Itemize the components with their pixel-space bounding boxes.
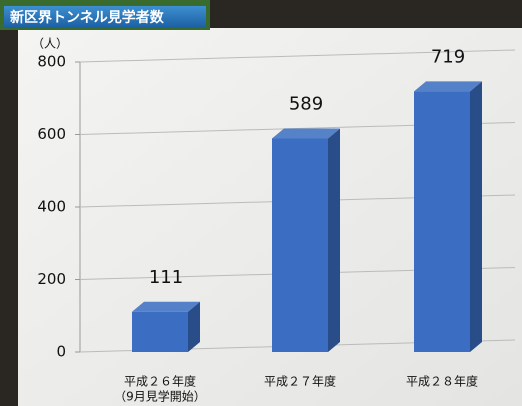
annotation: （9月見学開始） — [114, 389, 206, 404]
chart: 新区界トンネル見学者数 （人） 0 200 400 600 800 平成２６年度 111 平成… — [0, 0, 522, 406]
data-label: 111 — [149, 267, 183, 288]
y-axis-label: （人） — [32, 37, 68, 51]
bar-top — [272, 128, 340, 138]
x-tick-label: 平成２８年度 — [406, 374, 478, 389]
y-tick-label: 200 — [37, 270, 66, 288]
page: {"chart_data": {"type": "bar3d", "title"… — [0, 0, 522, 406]
chart-title: 新区界トンネル見学者数 — [10, 9, 165, 26]
y-tick-label: 600 — [37, 125, 66, 143]
data-label: 719 — [431, 46, 465, 67]
bar-side — [328, 128, 340, 352]
y-tick-label: 800 — [37, 53, 66, 71]
data-label: 589 — [289, 93, 323, 114]
bar-top — [414, 81, 482, 91]
x-tick-label: 平成２７年度 — [264, 374, 336, 389]
y-tick-label: 0 — [56, 343, 66, 361]
bar — [414, 91, 470, 352]
bar — [272, 138, 328, 352]
bar-side — [470, 81, 482, 352]
bar — [132, 312, 188, 352]
y-tick-label: 400 — [37, 198, 66, 216]
x-tick-label: 平成２６年度 — [124, 374, 196, 389]
